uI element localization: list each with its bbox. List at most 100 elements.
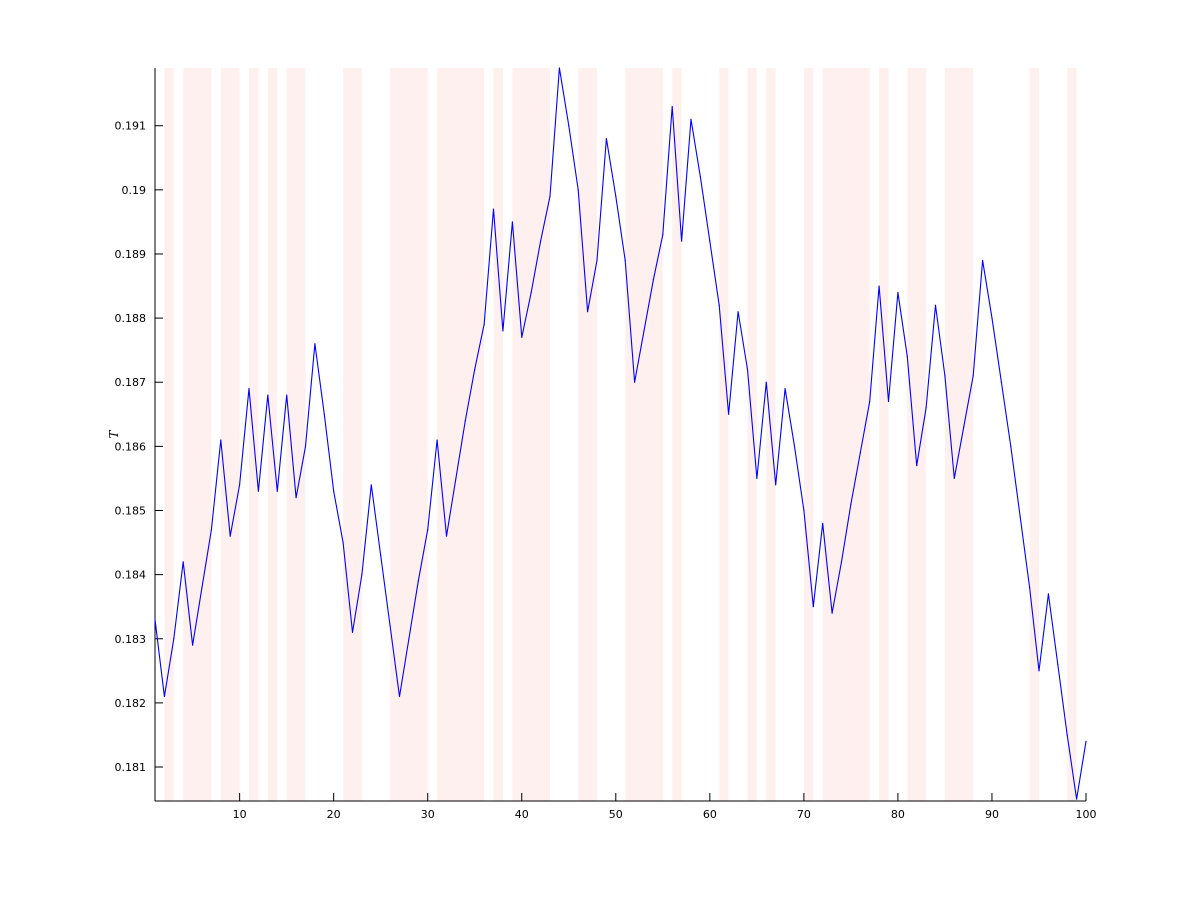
data-point [351,631,354,633]
shaded-band-9 [437,68,485,801]
shaded-band-6 [286,68,306,801]
data-point [822,522,824,524]
data-point [474,368,476,371]
data-point [201,586,203,589]
data-point [464,420,466,422]
data-point [502,330,504,332]
data-point [577,189,579,191]
data-point [652,279,655,281]
shaded-band-10 [493,68,503,801]
data-point [699,176,702,178]
data-point [286,394,288,396]
data-point [944,375,946,377]
data-point [953,477,955,480]
data-point [558,67,560,69]
data-point [718,304,720,306]
data-point [210,529,213,531]
data-point [370,484,372,486]
shaded-band-1 [164,68,174,801]
shaded-band-2 [183,68,212,801]
data-point [1019,516,1021,518]
data-point [248,388,250,390]
data-point [492,208,495,210]
x-tick-label: 50 [609,808,623,821]
data-point [765,381,767,383]
data-point [981,259,984,261]
data-point [398,695,401,698]
shaded-band-8 [390,68,428,801]
data-point [615,195,617,197]
shaded-band-22 [944,68,974,801]
data-point [445,535,448,537]
data-point [1000,381,1002,383]
y-tick-label: 0.189 [115,248,147,261]
x-tick-label: 40 [515,808,529,821]
data-point [220,439,222,441]
data-point [605,137,607,140]
shaded-band-15 [719,68,729,801]
data-point [671,105,673,108]
y-tick-label: 0.183 [115,633,147,646]
shaded-band-5 [267,68,278,801]
data-point [549,195,551,197]
data-point [963,426,965,428]
data-point [878,285,880,287]
data-point [163,695,166,698]
data-point [436,439,438,441]
shaded-band-13 [625,68,663,801]
shaded-band-14 [672,68,682,801]
data-point [539,240,542,242]
shaded-band-3 [220,68,240,801]
data-point [681,240,683,242]
data-point [840,561,843,563]
data-point [173,638,175,640]
shaded-band-20 [879,68,889,801]
data-point [427,529,429,531]
x-tick-label: 70 [797,808,811,821]
data-point [1047,593,1049,595]
data-point [812,606,814,608]
data-point [746,368,749,371]
data-point [568,125,570,127]
data-point [361,574,363,576]
x-tick-label: 30 [421,808,435,821]
data-point [756,477,758,480]
data-point [239,484,241,486]
series-line-group [154,67,1087,800]
data-point [596,259,598,261]
data-point [257,490,260,492]
data-point [483,323,485,326]
data-point [831,612,833,614]
shaded-band-19 [822,68,870,801]
data-point [342,541,344,544]
data-point [793,445,796,447]
shaded-band-11 [512,68,550,801]
data-point [1075,798,1078,800]
y-tick-label: 0.188 [115,312,147,325]
axes [154,68,1087,802]
data-point [314,343,316,345]
data-point [304,445,307,447]
shaded-band-16 [747,68,757,801]
data-point [1066,734,1068,736]
y-tick-label: 0.182 [115,697,147,710]
data-point [154,618,156,621]
shaded-band-18 [803,68,814,801]
x-tick-label: 80 [891,808,905,821]
data-point [897,291,899,294]
data-point [925,407,927,409]
data-point [333,490,335,492]
data-point [709,240,711,242]
data-point [1057,663,1059,666]
data-point [906,355,908,358]
shaded-bands [164,68,1077,801]
data-point [728,413,730,415]
data-point [295,497,297,499]
y-tick-label: 0.181 [115,761,147,774]
y-tick-label: 0.184 [115,569,147,582]
shaded-band-21 [907,68,927,801]
shaded-band-23 [1029,68,1039,801]
x-tick-label: 20 [327,808,341,821]
data-point [775,484,777,486]
data-point [389,625,391,627]
